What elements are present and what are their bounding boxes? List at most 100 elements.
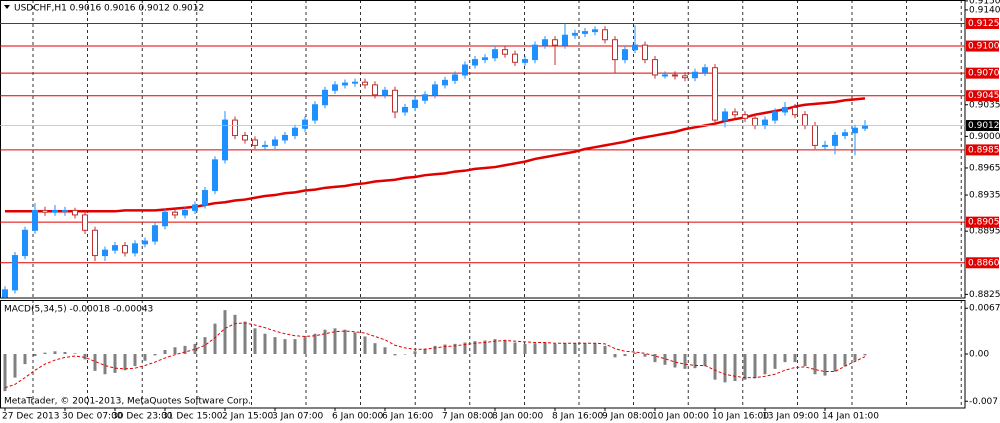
macd-bar [163,349,167,354]
candle-body [852,127,858,134]
candle-body [192,204,198,211]
x-tick-label: 31 Dec 15:00 [162,412,223,422]
macd-bar [323,329,327,354]
level-label: 0.8985 [968,145,1000,155]
macd-bar [103,354,107,375]
y-tick-label: 0.9140 [969,5,1000,15]
macd-y-tick-label: 0.00 [969,350,989,360]
macd-bar [73,353,77,354]
x-tick-label: 9 Jan 08:00 [602,412,654,422]
macd-bar [143,354,147,361]
macd-bar [303,337,307,354]
macd-bar [823,354,827,376]
level-label: 0.9125 [968,19,1000,29]
candle-body [802,114,808,127]
y-tick-label: 0.9035 [969,100,1000,110]
menu-triangle [4,5,10,9]
macd-bar [633,352,637,354]
macd-bar [253,328,257,354]
macd-bar [333,328,337,354]
price-pane-frame [0,0,966,299]
candle-body [832,134,838,146]
x-tick-label: 2 Jan 15:00 [222,412,274,422]
x-tick-label: 10 Jan 16:00 [712,412,769,422]
macd-bar [483,340,487,354]
candle-body [772,111,778,121]
candle-body [812,125,818,146]
candle-body [342,82,348,86]
candle-body [622,49,628,61]
candle-body [282,134,288,141]
y-tick-label: 0.8895 [969,227,1000,237]
macd-bar [93,354,97,371]
macd-label: MACD(5,34,5) -0.00018 -0.00043 [4,305,153,315]
macd-bar [743,354,747,380]
candle-body [692,71,698,79]
candle-body [312,104,318,121]
candle-body [372,84,378,96]
macd-bar [233,314,237,354]
macd-bar [563,343,567,354]
candle-body [22,229,28,257]
macd-y-tick-label: -0.007 [969,397,998,407]
macd-bar [393,354,397,356]
macd-bar [63,351,67,354]
macd-bar [133,354,137,367]
candle-body [242,134,248,141]
candle-body [202,190,208,206]
macd-bar [553,343,557,354]
candle-body [432,84,438,96]
candle-body [142,240,148,245]
y-tick-label: 0.8825 [969,290,1000,300]
candle-body [62,209,68,212]
candle-body [792,106,798,116]
level-label: 0.8860 [968,258,1000,268]
candle-body [722,111,728,121]
level-label-box [966,40,999,52]
candle-body [42,209,48,213]
candle-body [402,106,408,113]
level-label: 0.9100 [968,42,1000,52]
macd-bar [3,354,7,392]
level-label-box [966,144,999,156]
level-label: 0.9045 [968,91,1000,101]
macd-bar [23,354,27,365]
candle-body [292,127,298,136]
x-tick-label: 6 Jan 00:00 [332,412,384,422]
macd-bar [423,348,427,354]
level-label-box [966,67,999,79]
x-tick-label: 3 Jan 07:00 [272,412,324,422]
macd-bar [403,354,407,355]
current-price-label: 0.9012 [968,121,1000,131]
macd-bar [763,354,767,375]
candle-body [592,29,598,33]
candle-body [572,32,578,36]
x-tick-label: 30 Dec 07:00 [62,412,123,422]
candle-body [82,214,88,231]
macd-bar [13,354,17,378]
candle-body [12,255,18,291]
y-tick-label: 0.8935 [969,191,1000,201]
candle-body [482,57,488,61]
candle-body [152,225,158,242]
candle-body [552,39,558,46]
macd-plot [3,300,962,408]
candle-body [472,59,478,66]
macd-bar [263,333,267,354]
macd-bar [853,354,857,361]
macd-bar [713,354,717,380]
candle-body [232,119,238,136]
candle-body [442,79,448,86]
candle-body [532,44,538,61]
macd-signal [4,322,866,389]
chart-title: USDCHF,H1 0.9016 0.9016 0.9012 0.9012 [14,4,204,14]
candle-body [102,249,108,257]
macd-bar [533,343,537,354]
macd-y-tick-label: 0.00678 [969,304,1000,314]
macd-bar [593,343,597,354]
candle-body [172,211,178,216]
candle-body [262,144,268,147]
candle-body [682,75,688,79]
